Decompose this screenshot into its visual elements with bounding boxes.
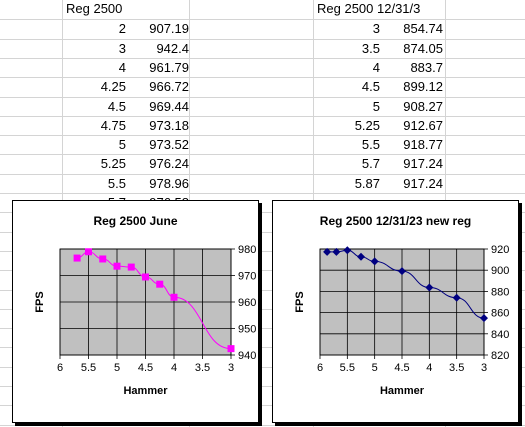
data-point bbox=[480, 314, 488, 323]
fps-cell[interactable]: 918.77 bbox=[403, 137, 443, 152]
x-tick-label: 4 bbox=[171, 362, 177, 374]
chart-reg-2500-new-reg[interactable]: Reg 2500 12/31/23 new reg 6 5.5 5 4.5 4 3.5 3 9… bbox=[272, 200, 519, 423]
hammer-cell[interactable]: 5.5 bbox=[107, 176, 126, 191]
hammer-cell[interactable]: 3 bbox=[118, 41, 126, 56]
fps-cell[interactable]: 912.67 bbox=[403, 118, 443, 133]
hammer-cell[interactable]: 4.25 bbox=[100, 79, 126, 94]
x-tick-label: 5.5 bbox=[81, 362, 96, 374]
data-point bbox=[156, 280, 164, 288]
x-axis-title: Hammer bbox=[123, 385, 168, 397]
right-table-header[interactable]: Reg 2500 12/31/3 bbox=[317, 1, 421, 16]
fps-cell[interactable]: 942.4 bbox=[156, 41, 189, 56]
data-point bbox=[142, 273, 149, 281]
data-point bbox=[127, 263, 135, 271]
hammer-cell[interactable]: 5.5 bbox=[361, 137, 380, 152]
chart-title: Reg 2500 June bbox=[93, 214, 178, 228]
fps-cell[interactable]: 966.72 bbox=[149, 79, 189, 94]
y-tick-label: 860 bbox=[491, 308, 509, 320]
y-axis-title: FPS bbox=[34, 291, 46, 312]
y-tick-label: 940 bbox=[238, 350, 256, 362]
y-tick-label: 970 bbox=[238, 271, 256, 283]
hammer-cell[interactable]: 3 bbox=[372, 21, 380, 36]
data-point bbox=[343, 246, 352, 255]
fps-cell[interactable]: 907.19 bbox=[149, 21, 189, 36]
hammer-cell[interactable]: 4.5 bbox=[361, 79, 380, 94]
fps-cell[interactable]: 976.24 bbox=[149, 156, 189, 171]
chart-title: Reg 2500 12/31/23 new reg bbox=[319, 214, 472, 228]
data-point bbox=[425, 283, 434, 292]
y-axis-title: FPS bbox=[294, 291, 306, 312]
x-tick-label: 3.5 bbox=[449, 362, 464, 374]
hammer-cell[interactable]: 5 bbox=[372, 99, 380, 114]
chart-plot: 6 5.5 5 4.5 4 3.5 3 980 970 960 950 940 Hammer FPS bbox=[34, 244, 256, 397]
y-tick-label: 840 bbox=[491, 329, 509, 341]
data-point bbox=[357, 252, 365, 261]
plot-border bbox=[319, 248, 485, 356]
fps-cell[interactable]: 973.18 bbox=[149, 118, 189, 133]
data-point bbox=[227, 345, 235, 353]
x-axis-title: Hammer bbox=[380, 385, 425, 397]
hammer-cell[interactable]: 5.7 bbox=[361, 156, 380, 171]
left-table-header[interactable]: Reg 2500 bbox=[66, 1, 123, 16]
x-tick-label: 5.5 bbox=[340, 362, 355, 374]
fps-cell[interactable]: 978.96 bbox=[149, 176, 189, 191]
chart-reg-2500-june[interactable]: Reg 2500 June 6 5.5 5 4.5 4 3.5 3 980 970 960 950 9… bbox=[12, 200, 259, 423]
x-tick-label: 5 bbox=[114, 362, 120, 374]
data-point bbox=[85, 248, 92, 256]
fps-cell[interactable]: 899.12 bbox=[403, 79, 443, 94]
chart-plot: 6 5.5 5 4.5 4 3.5 3 920 900 880 860 840 820 Hammer FPS bbox=[294, 244, 509, 397]
x-tick-label: 4.5 bbox=[394, 362, 409, 374]
fps-cell[interactable]: 854.74 bbox=[403, 21, 443, 36]
x-tick-label: 6 bbox=[57, 362, 63, 374]
data-point bbox=[113, 262, 121, 270]
x-tick-label: 3 bbox=[228, 362, 234, 374]
hammer-cell[interactable]: 2 bbox=[118, 21, 126, 36]
data-point bbox=[99, 255, 107, 263]
y-tick-label: 900 bbox=[491, 265, 509, 277]
y-tick-label: 960 bbox=[238, 297, 256, 309]
hammer-cell[interactable]: 5 bbox=[118, 137, 126, 152]
y-tick-label: 880 bbox=[491, 286, 509, 298]
data-point bbox=[398, 267, 406, 276]
fps-cell[interactable]: 883.7 bbox=[410, 60, 443, 75]
hammer-cell[interactable]: 5.25 bbox=[100, 156, 126, 171]
hammer-cell[interactable]: 3.5 bbox=[361, 41, 380, 56]
data-point bbox=[73, 254, 81, 262]
x-tick-label: 4 bbox=[426, 362, 432, 374]
data-point bbox=[332, 247, 341, 256]
y-tick-label: 950 bbox=[238, 324, 256, 336]
hammer-cell[interactable]: 5.25 bbox=[354, 118, 380, 133]
hammer-cell[interactable]: 4.5 bbox=[107, 99, 126, 114]
x-tick-label: 3 bbox=[481, 362, 487, 374]
hammer-cell[interactable]: 5.87 bbox=[354, 176, 380, 191]
data-point bbox=[170, 293, 178, 301]
x-tick-label: 3.5 bbox=[195, 362, 210, 374]
y-tick-label: 820 bbox=[491, 350, 509, 362]
y-tick-label: 920 bbox=[491, 244, 509, 256]
fps-cell[interactable]: 917.24 bbox=[403, 156, 443, 171]
x-tick-label: 4.5 bbox=[138, 362, 153, 374]
fps-cell[interactable]: 874.05 bbox=[403, 41, 443, 56]
hammer-cell[interactable]: 4 bbox=[372, 60, 380, 75]
data-point bbox=[452, 293, 461, 302]
data-point bbox=[370, 257, 379, 266]
hammer-cell[interactable]: 4 bbox=[118, 60, 126, 75]
x-tick-label: 5 bbox=[372, 362, 378, 374]
hammer-cell[interactable]: 4.75 bbox=[100, 118, 126, 133]
fps-cell[interactable]: 908.27 bbox=[403, 99, 443, 114]
fps-cell[interactable]: 917.24 bbox=[403, 176, 443, 191]
plot-border bbox=[59, 248, 232, 356]
data-point bbox=[323, 247, 332, 256]
x-tick-label: 6 bbox=[317, 362, 323, 374]
fps-cell[interactable]: 969.44 bbox=[149, 99, 189, 114]
fps-cell[interactable]: 961.79 bbox=[149, 60, 189, 75]
y-tick-label: 980 bbox=[238, 244, 256, 256]
fps-cell[interactable]: 973.52 bbox=[149, 137, 189, 152]
